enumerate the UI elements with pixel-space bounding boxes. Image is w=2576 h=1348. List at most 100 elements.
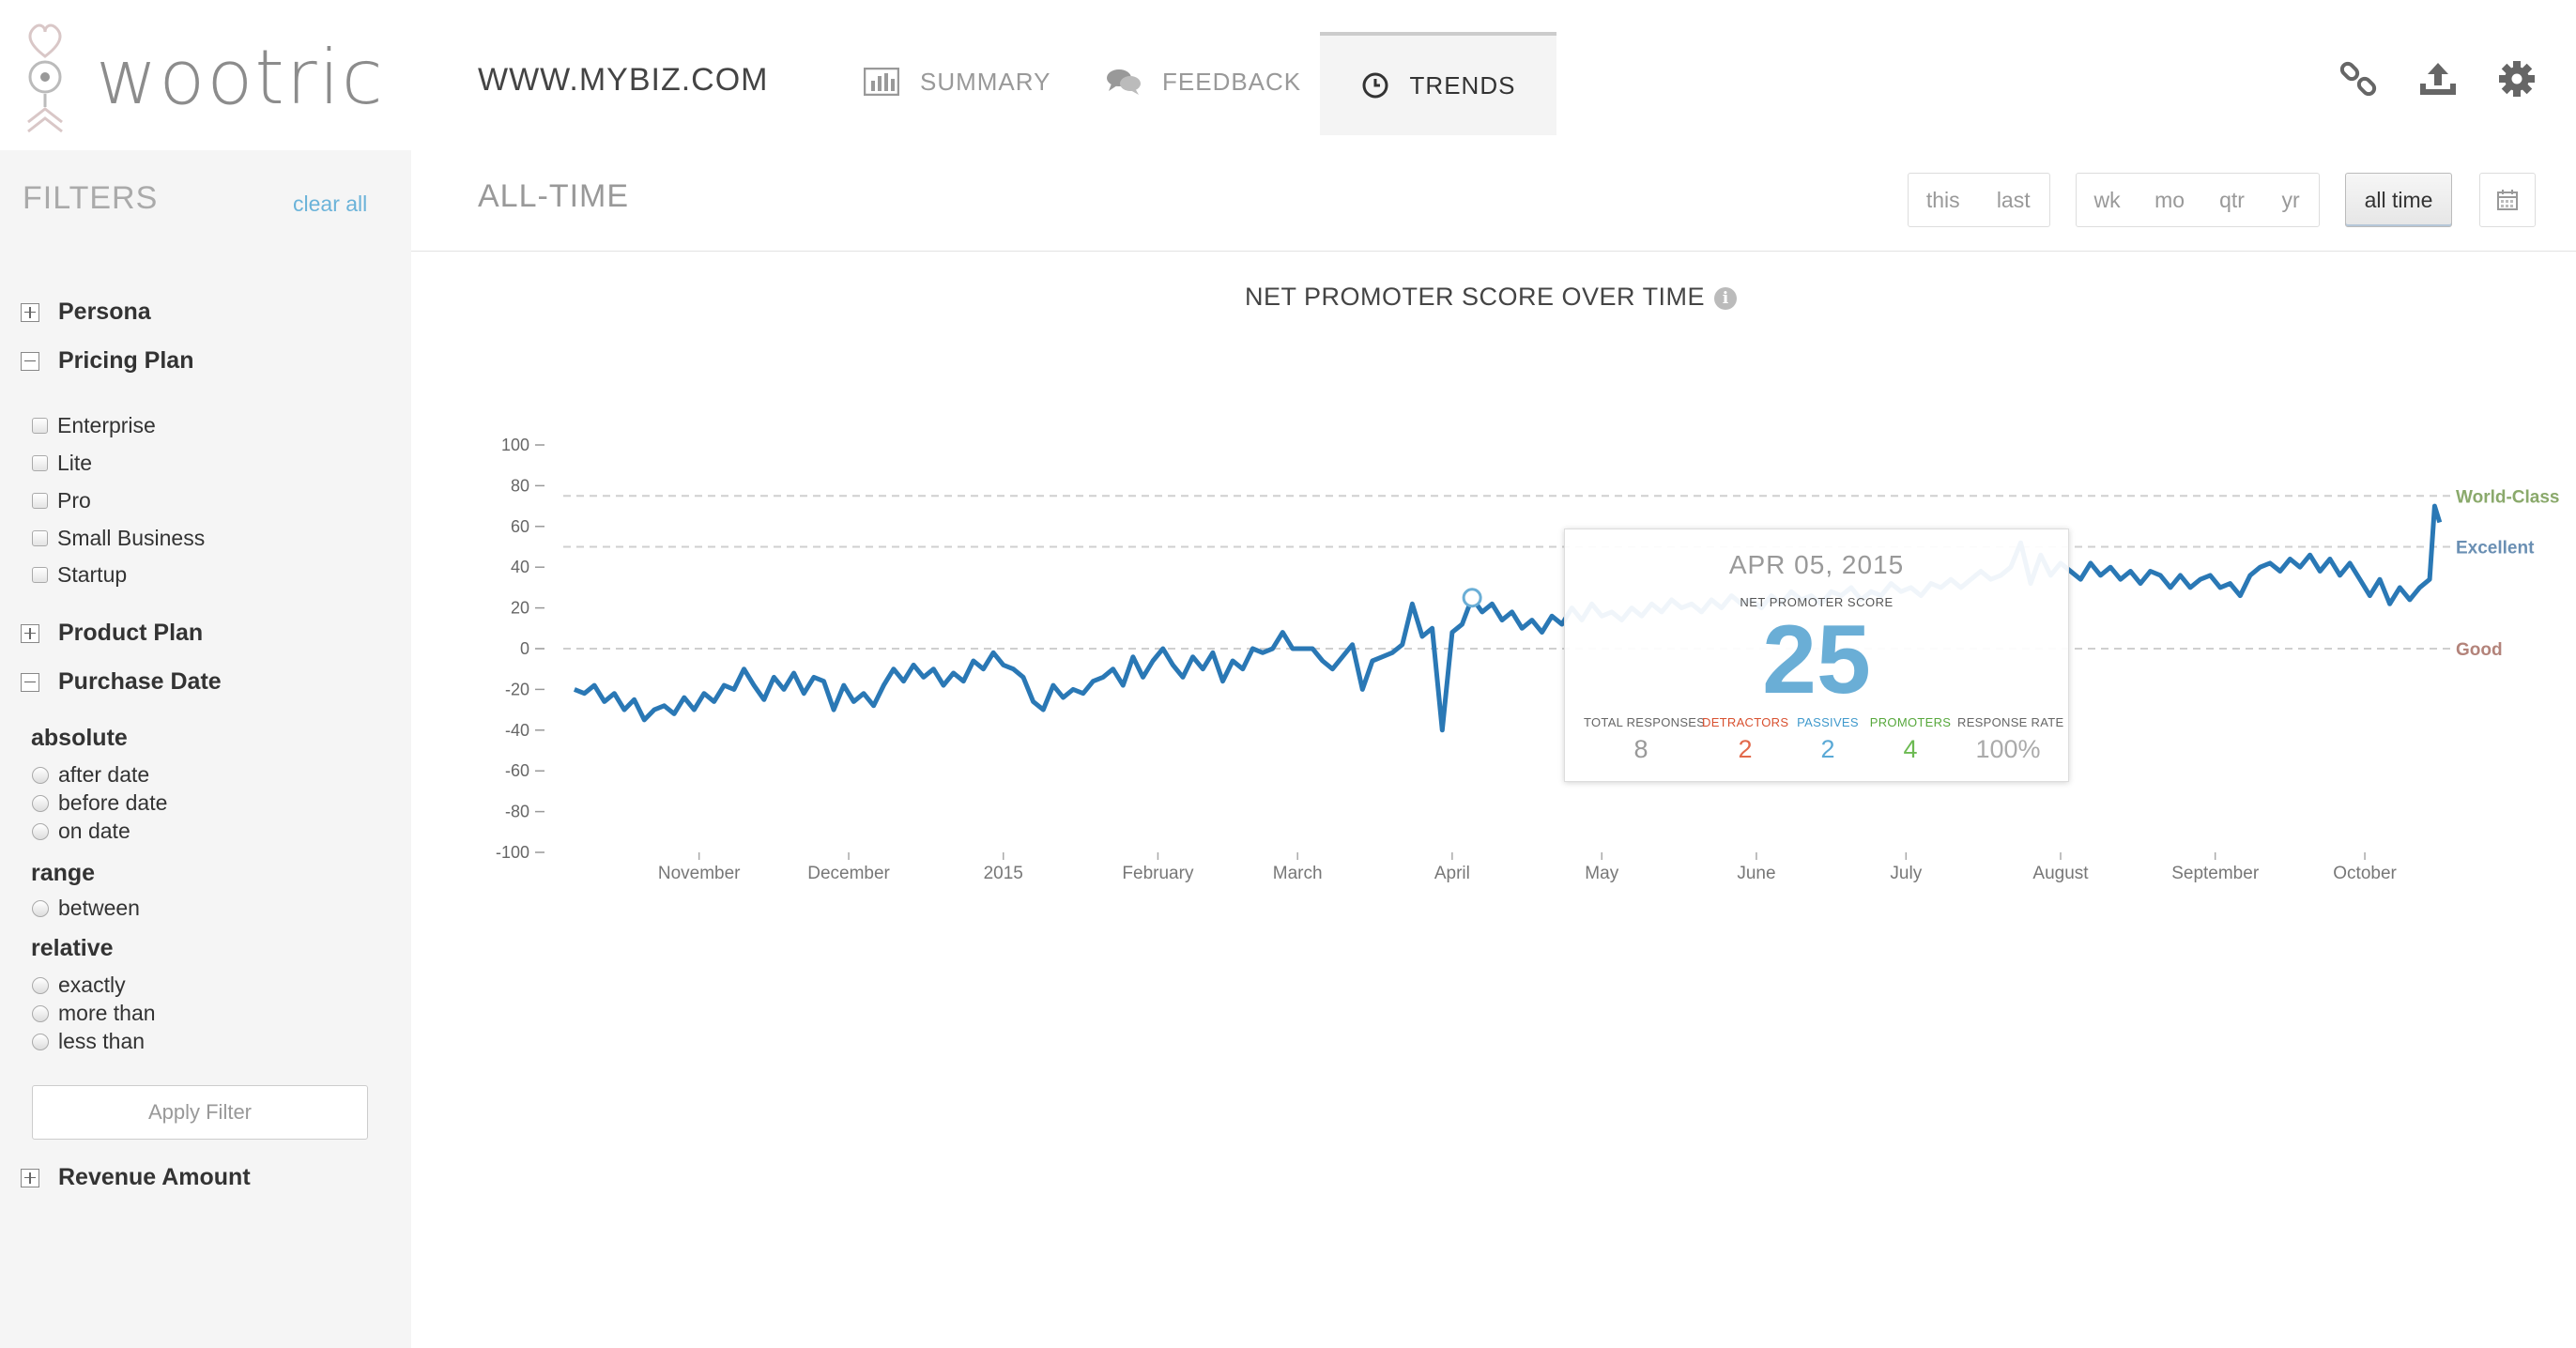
info-icon[interactable]: i <box>1714 287 1737 310</box>
checkbox[interactable] <box>32 418 48 434</box>
filter-section-persona[interactable]: Persona <box>21 299 151 326</box>
pricing-option-startup[interactable]: Startup <box>32 562 127 588</box>
tab-summary[interactable]: SUMMARY <box>864 32 1050 131</box>
stat-value: 100% <box>1975 735 2041 763</box>
radio-button[interactable] <box>32 899 49 917</box>
logo-wordmark: wootric <box>96 34 385 121</box>
pricing-option-pro[interactable]: Pro <box>32 488 91 513</box>
radio-button[interactable] <box>32 766 49 784</box>
x-tick-label: September <box>2171 864 2260 883</box>
x-tick-label: October <box>2333 864 2397 883</box>
section-label: Revenue Amount <box>58 1164 251 1190</box>
stat-passives: PASSIVES 2 <box>1792 715 1863 764</box>
radio-button[interactable] <box>32 1004 49 1022</box>
pricing-option-enterprise[interactable]: Enterprise <box>32 413 156 438</box>
clock-icon <box>1361 71 1389 100</box>
month-button[interactable]: mo <box>2154 187 2185 212</box>
tab-trends-label: TRENDS <box>1409 70 1516 100</box>
calendar-icon <box>2497 190 2518 210</box>
tooltip-score: 25 <box>1762 605 1871 714</box>
nps-series-line[interactable] <box>573 503 2443 733</box>
highlight-point[interactable] <box>1462 588 1482 608</box>
radio-after-date[interactable]: after date <box>32 762 149 788</box>
chat-bubbles-icon <box>1106 68 1142 96</box>
filter-section-pricing-plan[interactable]: Pricing Plan <box>21 347 193 375</box>
reference-line-label: Good <box>2456 640 2503 660</box>
x-tick-label: May <box>1585 864 1618 883</box>
calendar-button[interactable] <box>2479 173 2536 227</box>
quarter-button[interactable]: qtr <box>2219 187 2245 212</box>
radio-on-date[interactable]: on date <box>32 819 130 844</box>
section-label: Pricing Plan <box>58 347 194 374</box>
option-label: between <box>58 896 140 920</box>
filter-section-product-plan[interactable]: Product Plan <box>21 620 203 647</box>
stat-label: DETRACTORS <box>1702 715 1789 729</box>
stat-label: PROMOTERS <box>1869 715 1952 729</box>
section-label: Purchase Date <box>58 668 222 695</box>
option-label: exactly <box>58 973 126 997</box>
unit-button-group: wk mo qtr yr <box>2076 173 2320 227</box>
radio-less-than[interactable]: less than <box>32 1029 145 1054</box>
reference-line-label: World-Class <box>2456 487 2560 507</box>
period-button-group: this last <box>1908 173 2050 227</box>
radio-button[interactable] <box>32 1033 49 1050</box>
chart-title: NET PROMOTER SCORE OVER TIME <box>1245 283 1706 311</box>
x-tick-label: August <box>2032 864 2089 883</box>
tab-feedback-label: FEEDBACK <box>1162 67 1302 96</box>
year-button[interactable]: yr <box>2281 187 2300 212</box>
upload-icon[interactable] <box>2417 58 2459 100</box>
tab-summary-label: SUMMARY <box>920 67 1051 96</box>
filters-title: FILTERS <box>23 180 159 216</box>
checkbox[interactable] <box>32 567 48 583</box>
link-icon[interactable] <box>2338 58 2379 100</box>
y-tick-label: 60 <box>511 517 529 536</box>
pricing-option-small-business[interactable]: Small Business <box>32 526 205 551</box>
week-button[interactable]: wk <box>2093 187 2121 212</box>
all-time-button[interactable]: all time <box>2345 173 2452 227</box>
pricing-option-lite[interactable]: Lite <box>32 451 92 476</box>
range-label: range <box>31 860 96 886</box>
filter-section-purchase-date[interactable]: Purchase Date <box>21 668 222 696</box>
radio-button[interactable] <box>32 822 49 840</box>
y-axis: 100 80 60 40 20 0 -20 -40 -60 -80 -100 <box>496 436 544 862</box>
last-button[interactable]: last <box>1996 187 2031 212</box>
checkbox[interactable] <box>32 530 48 546</box>
radio-between[interactable]: between <box>32 896 140 921</box>
stat-promoters: PROMOTERS 4 <box>1867 715 1954 764</box>
site-name[interactable]: WWW.MYBIZ.COM <box>478 62 769 98</box>
clear-all-link[interactable]: clear all <box>293 191 368 216</box>
stat-value: 8 <box>1633 735 1648 763</box>
option-label: less than <box>58 1029 146 1053</box>
radio-button[interactable] <box>32 976 49 994</box>
tab-trends[interactable]: TRENDS <box>1320 32 1556 135</box>
section-label: Product Plan <box>58 620 204 646</box>
collapse-icon <box>21 351 39 371</box>
absolute-label: absolute <box>31 725 128 751</box>
expand-icon <box>21 1168 39 1187</box>
y-tick-label: -80 <box>505 803 529 821</box>
y-tick-label: -60 <box>505 761 529 780</box>
x-tick-label: November <box>658 864 741 883</box>
radio-more-than[interactable]: more than <box>32 1001 156 1026</box>
this-button[interactable]: this <box>1925 187 1960 212</box>
apply-filter-button[interactable]: Apply Filter <box>32 1085 368 1140</box>
time-range-title: ALL-TIME <box>478 178 630 214</box>
gear-icon[interactable] <box>2496 58 2538 100</box>
radio-button[interactable] <box>32 794 49 812</box>
wootric-logo[interactable]: wootric <box>23 13 383 135</box>
option-label: Pro <box>57 488 91 513</box>
stat-value: 4 <box>1903 735 1918 763</box>
filter-section-revenue-amount[interactable]: Revenue Amount <box>21 1164 251 1191</box>
checkbox[interactable] <box>32 493 48 509</box>
checkbox[interactable] <box>32 455 48 471</box>
radio-before-date[interactable]: before date <box>32 790 167 816</box>
y-tick-label: 0 <box>520 639 529 658</box>
stat-value: 2 <box>1820 735 1835 763</box>
option-label: Enterprise <box>57 413 156 437</box>
tab-feedback[interactable]: FEEDBACK <box>1106 32 1301 131</box>
stat-label: RESPONSE RATE <box>1957 715 2064 729</box>
expand-icon <box>21 302 39 322</box>
y-tick-label: 20 <box>511 599 529 618</box>
x-tick-label: July <box>1890 864 1922 883</box>
radio-exactly[interactable]: exactly <box>32 973 126 998</box>
